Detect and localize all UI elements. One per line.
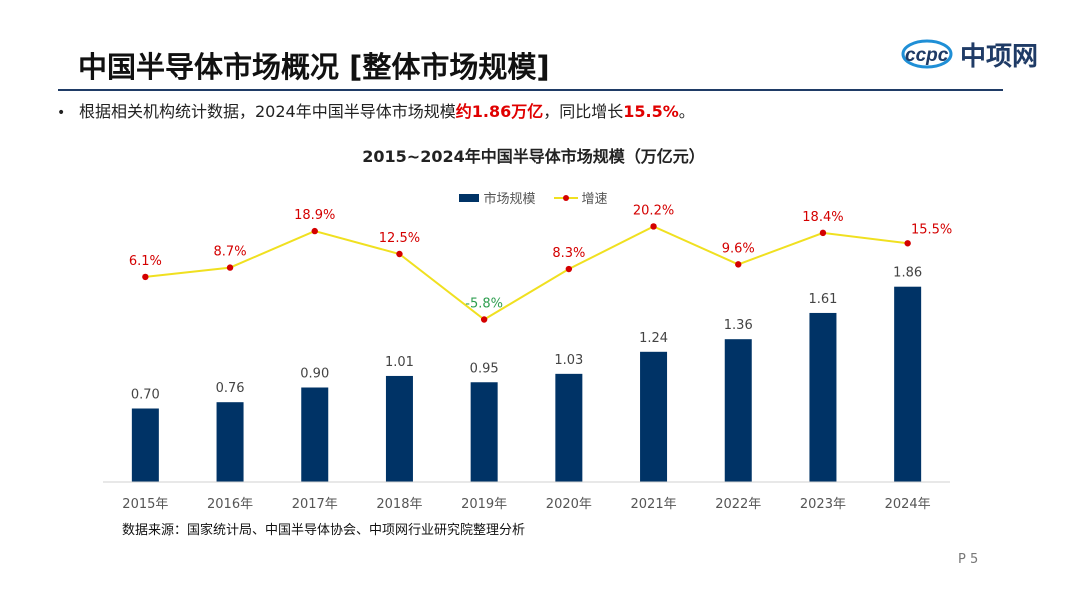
growth-label-6: 8.3% [552,246,585,261]
x-tick-label-5: 2019年 [461,497,507,512]
growth-point-9 [819,229,827,237]
bullet-mid: ，同比增长 [543,102,624,121]
bar-label-2: 0.76 [216,381,245,396]
bar-label-7: 1.24 [639,331,668,346]
page-title: 中国半导体市场概况 [整体市场规模] [78,50,550,84]
bullet-suffix: 。 [678,102,695,121]
bar-6 [555,373,583,482]
chart-title: 2015~2024年中国半导体市场规模（万亿元） [362,147,705,166]
x-tick-label-7: 2021年 [631,497,677,512]
growth-point-5 [480,316,488,323]
bullet-highlight-size: 约1.86万亿 [455,102,544,121]
legend-line-swatch [553,194,578,201]
growth-label-7: 20.2% [633,203,674,218]
chart-legend: 市场规模 增速 [0,188,1067,207]
bar-label-4: 1.01 [385,355,414,370]
growth-point-10 [904,240,911,247]
growth-line-layer: 6.1% 8.7% 18.9% 12.5% -5.8% 8.3% 20.2% 9.6% 18.4… [129,203,952,323]
bar-4 [385,375,413,482]
bar-1 [131,408,159,482]
x-tick-labels: 2015年 2016年 2017年 2018年 2019年 2020年 2021年 2022年… [122,497,930,512]
x-tick-label-8: 2022年 [715,497,761,512]
bar-label-10: 1.86 [893,266,922,281]
growth-point-2 [226,264,234,271]
x-tick-label-10: 2024年 [885,497,931,512]
growth-label-10: 15.5% [911,222,952,237]
growth-label-2: 8.7% [214,245,247,260]
bullet-prefix: 根据相关机构统计数据，2024年中国半导体市场规模 [79,102,456,121]
bar-10 [894,286,922,482]
x-tick-label-4: 2018年 [376,497,422,512]
bar-9 [809,312,837,482]
logo: ccpc 中项网 [900,34,1038,74]
x-tick-label-1: 2015年 [122,497,168,512]
bullet-marker: • [57,105,66,121]
bullet-highlight-growth: 15.5% [623,102,679,121]
legend-label-market-size: 市场规模 [483,192,536,207]
legend-item-market-size: 市场规模 [459,188,536,207]
svg-text:ccpc: ccpc [905,45,949,66]
bar-label-6: 1.03 [554,353,583,368]
bars-layer: 0.70 0.76 0.90 1.01 0.95 1.03 1.24 1.36 1.61 1.86 [131,266,922,482]
growth-point-3 [311,227,318,235]
growth-label-9: 18.4% [802,210,843,225]
bar-2 [216,402,244,482]
growth-point-8 [735,261,742,268]
ccpc-logo-icon: ccpc [901,39,953,69]
growth-line [145,225,908,321]
title-divider [58,89,1003,91]
growth-label-5: -5.8% [465,296,503,311]
bar-7 [640,351,668,482]
summary-bullet: • 根据相关机构统计数据，2024年中国半导体市场规模约1.86万亿，同比增长15… [57,98,695,122]
growth-point-1 [142,273,149,281]
growth-label-1: 6.1% [129,254,162,269]
x-tick-label-6: 2020年 [546,497,592,512]
growth-point-7 [650,223,657,230]
x-tick-label-9: 2023年 [800,497,846,512]
bar-8 [724,339,752,482]
growth-point-4 [396,250,403,258]
growth-point-6 [565,265,573,273]
bar-label-3: 0.90 [300,367,329,382]
bar-3 [301,387,329,482]
bar-label-5: 0.95 [470,361,499,376]
bar-label-8: 1.36 [724,318,753,333]
data-source: 数据来源：国家统计局、中国半导体协会、中项网行业研究院整理分析 [122,523,526,538]
legend-label-growth: 增速 [581,192,608,207]
legend-bar-swatch [459,193,480,202]
bar-5 [470,382,498,482]
x-tick-label-3: 2017年 [292,497,338,512]
legend-item-growth: 增速 [553,188,608,207]
growth-label-3: 18.9% [294,208,335,223]
page-number: P 5 [958,552,979,567]
growth-label-4: 12.5% [379,231,420,246]
bar-label-9: 1.61 [808,292,837,307]
growth-label-8: 9.6% [722,241,755,256]
logo-text: 中项网 [960,41,1039,72]
bar-label-1: 0.70 [131,388,160,403]
x-tick-label-2: 2016年 [207,497,253,512]
